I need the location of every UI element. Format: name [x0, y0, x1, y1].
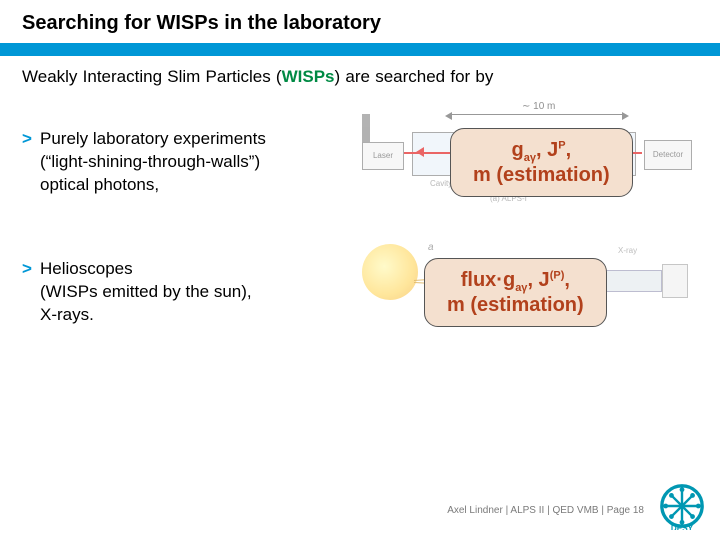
blue-separator — [0, 43, 720, 56]
intro: Weakly Interacting Slim Particles (WISPs… — [22, 66, 698, 88]
helio-a-label: a — [428, 242, 434, 253]
desy-logo-icon: DESY — [658, 482, 706, 530]
callout-bubble-helio: flux·gaγ, J(P), m (estimation) — [424, 258, 607, 327]
bullet-marker: > — [22, 258, 40, 281]
title-bar: Searching for WISPs in the laboratory — [0, 0, 720, 43]
bullet-line2: (“light-shining-through-walls”) — [22, 151, 260, 174]
bullet-line1: Helioscopes — [40, 259, 133, 278]
scale-arrow-left-icon — [445, 112, 452, 120]
callout-bubble-lab: gaγ, JP, m (estimation) — [450, 128, 633, 197]
bubble-line2: m (estimation) — [473, 164, 610, 186]
bullet-line1: Purely laboratory experiments — [40, 129, 266, 148]
detector-box: Detector — [644, 140, 692, 170]
slide-title: Searching for WISPs in the laboratory — [22, 12, 720, 35]
svg-text:DESY: DESY — [671, 524, 694, 530]
bullet-text: >Helioscopes (WISPs emitted by the sun),… — [22, 258, 322, 327]
scale-bar: ∼ 10 m — [452, 114, 622, 115]
xray-label: X-ray — [618, 246, 637, 255]
bullet-line3: optical photons, — [22, 174, 159, 197]
scale-arrow-right-icon — [622, 112, 629, 120]
diagram-helioscope: a γ B → X-ray flux·gaγ, J(P), m (estimat… — [362, 244, 692, 374]
bubble-line2: m (estimation) — [447, 294, 584, 316]
bullet-text: >Purely laboratory experiments (“light-s… — [22, 128, 322, 197]
bullet-row-helioscope: >Helioscopes (WISPs emitted by the sun),… — [22, 258, 702, 327]
mirror-left-icon — [416, 147, 424, 157]
bullet-row-laboratory: >Purely laboratory experiments (“light-s… — [22, 128, 702, 197]
bubble-line1: flux·gaγ, J(P), — [447, 269, 584, 294]
bullet-marker: > — [22, 128, 40, 151]
intro-prefix: Weakly Interacting Slim Particles ( — [22, 67, 282, 86]
laser-box: Laser — [362, 142, 404, 170]
bullet-line3: X-rays. — [22, 304, 94, 327]
diagram-alps: ∼ 10 m Laser Detector Cavity mirrors wal… — [362, 114, 692, 244]
intro-suffix: ) are searched for by — [335, 67, 494, 86]
intro-acronym: WISPs — [282, 67, 335, 86]
scale-label: ∼ 10 m — [522, 101, 555, 112]
helio-detector — [662, 264, 688, 298]
footer-text: Axel Lindner | ALPS II | QED VMB | Page … — [447, 505, 644, 516]
sun-icon — [362, 244, 418, 300]
bullet-line2: (WISPs emitted by the sun), — [22, 281, 252, 304]
bubble-line1: gaγ, JP, — [473, 139, 610, 164]
slide: Searching for WISPs in the laboratory We… — [0, 0, 720, 540]
